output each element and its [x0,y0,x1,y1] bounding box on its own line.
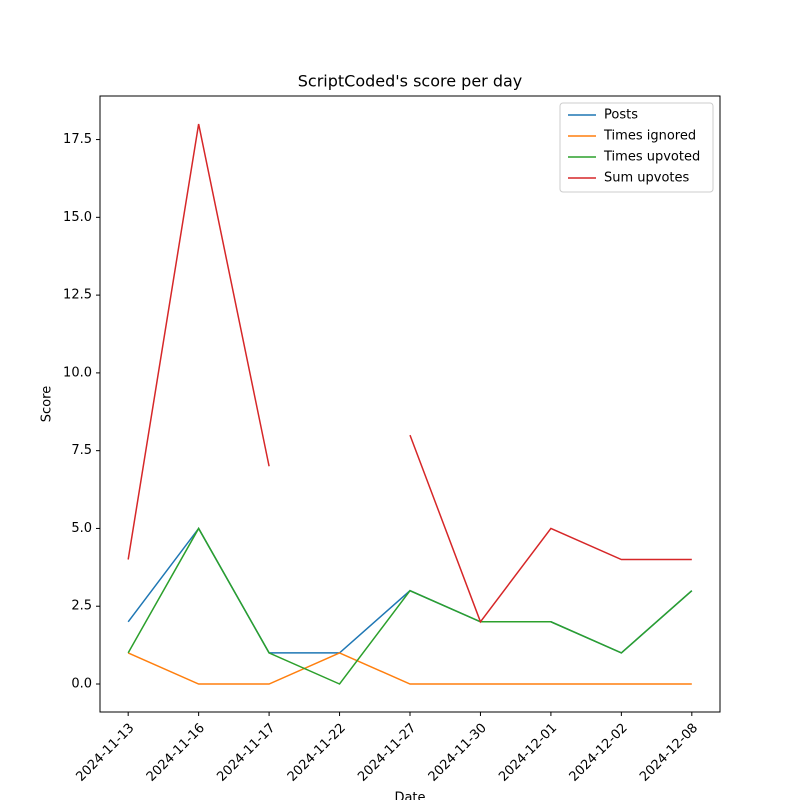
series-line [127,123,270,560]
y-tick-label: 2.5 [71,599,92,614]
y-axis-label: Score [40,386,55,422]
legend-label: Sum upvotes [604,171,690,186]
chart-title: ScriptCoded's score per day [298,72,523,91]
y-tick-label: 0.0 [71,677,92,692]
x-axis-label: Date [394,791,425,800]
y-tick-label: 5.0 [71,521,92,536]
legend-label: Times ignored [603,129,696,144]
legend-label: Posts [604,108,638,123]
series-line [127,652,692,685]
plot-frame [99,95,721,713]
y-tick-label: 17.5 [63,132,92,147]
y-tick-label: 15.0 [63,210,92,225]
y-tick-label: 12.5 [63,288,92,303]
legend-label: Times upvoted [603,150,700,165]
y-tick-label: 7.5 [71,443,92,458]
y-tick-label: 10.0 [63,365,92,380]
series-line [127,526,693,685]
legend-box [559,102,714,193]
series-line [409,434,692,624]
